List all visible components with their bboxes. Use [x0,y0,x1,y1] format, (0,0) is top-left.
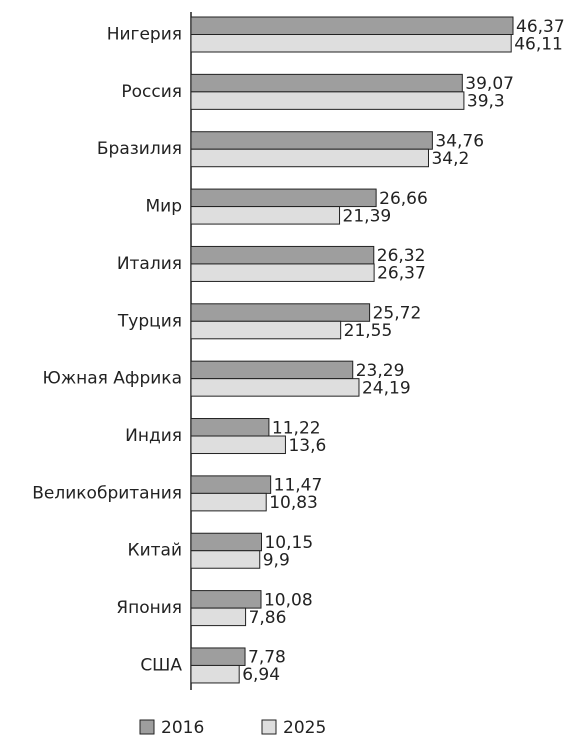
bar [190,263,375,282]
legend-label: 2025 [283,718,326,738]
category-label: Италия [117,254,182,274]
category-label: Турция [117,311,182,331]
bar [190,188,377,208]
bar [190,492,267,512]
value-label: 39,07 [465,74,514,94]
value-label: 46,11 [514,34,563,54]
value-label: 10,83 [269,493,318,513]
value-label: 46,37 [516,17,565,37]
bar [190,131,433,150]
category-label: Южная Африка [42,369,182,389]
value-label: 25,72 [373,304,422,324]
bar [190,320,342,340]
category-label: Нигерия [107,25,182,45]
value-label: 23,29 [356,361,405,381]
bar [190,532,262,552]
bar [190,73,463,93]
value-label: 26,32 [377,246,426,266]
bar [190,91,465,110]
value-label: 21,55 [344,321,393,341]
category-label: Мир [145,197,182,217]
bar [190,245,375,265]
bar [190,148,429,168]
value-label: 26,66 [379,189,428,209]
value-label: 34,76 [435,131,484,151]
value-label: 24,19 [362,378,411,398]
bar [190,360,354,380]
bar [190,16,514,35]
value-label: 11,22 [272,418,321,438]
value-label: 6,94 [242,665,280,685]
value-label: 10,15 [264,533,313,553]
value-label: 13,6 [288,436,326,456]
bar [190,378,360,397]
bar [190,206,341,225]
bar [190,590,262,609]
category-label: Бразилия [97,139,182,159]
bar [190,418,270,437]
category-label: Китай [128,541,183,561]
category-label: Япония [116,598,182,618]
value-label: 7,86 [249,608,287,628]
bar [190,34,512,53]
category-label: Индия [125,426,182,446]
value-label: 10,08 [264,590,313,610]
value-label: 7,78 [248,648,286,668]
value-label: 34,2 [431,149,469,169]
bar [190,435,286,455]
value-label: 26,37 [377,264,426,284]
value-label: 39,3 [467,92,505,112]
bar [190,607,247,627]
category-label: Великобритания [32,483,182,503]
legend-swatch [139,719,155,735]
legend-swatch [261,719,277,735]
bar [190,647,246,666]
bar [190,475,272,494]
category-label: Россия [121,82,182,102]
value-label: 21,39 [343,206,392,226]
bar [190,664,240,684]
value-label: 9,9 [263,550,290,570]
value-label: 11,47 [274,476,323,496]
legend-label: 2016 [161,718,204,738]
category-label: США [140,655,182,675]
bar [190,303,371,322]
bar [190,550,261,569]
